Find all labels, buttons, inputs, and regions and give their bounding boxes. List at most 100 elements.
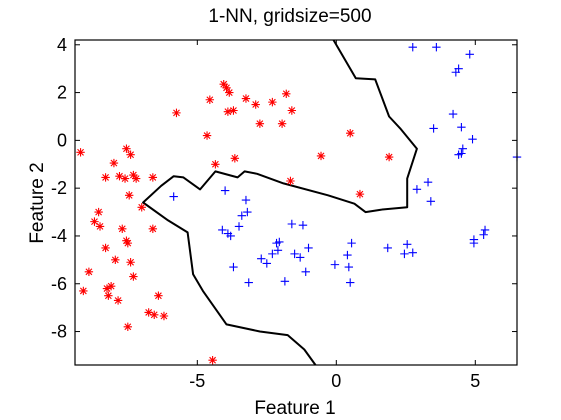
asterisk-marker [205,95,215,104]
asterisk-marker [144,308,153,317]
x-tick-label: 5 [470,371,480,391]
plus-marker [243,207,252,217]
asterisk-marker [251,100,260,109]
plot-background [75,40,517,365]
plus-marker [229,262,238,272]
asterisk-marker [104,291,113,300]
y-tick-label: -6 [51,274,67,294]
plus-marker [458,144,467,153]
asterisk-marker [123,322,133,331]
plus-series [169,42,522,287]
asterisk-marker [241,94,251,103]
plus-marker [412,185,422,194]
plus-marker [298,221,308,230]
plot-area [74,39,522,366]
asterisk-marker [129,272,138,281]
plus-marker [237,211,246,220]
asterisk-marker [384,152,394,162]
plus-marker [454,64,463,73]
x-axis: -5 0 5 [189,40,480,391]
asterisk-marker [277,119,287,128]
asterisk-marker [219,80,228,89]
y-tick-label: 4 [57,35,67,55]
plus-marker [290,249,299,259]
plus-marker [295,253,305,262]
asterisk-marker [129,170,138,180]
asterisk-marker [137,203,146,212]
y-axis-label: Feature 2 [27,162,48,243]
asterisk-series [76,80,394,365]
decision-boundary-layer [142,39,418,366]
asterisk-marker [211,160,220,169]
asterisk-marker [225,88,234,97]
asterisk-marker [316,151,326,161]
plus-marker [262,259,272,268]
asterisk-marker [126,258,135,267]
y-tick-label: 2 [57,83,67,103]
asterisk-marker [223,107,233,116]
decision-boundary-line [142,39,418,366]
plus-marker [275,237,284,247]
asterisk-marker [282,89,291,98]
plus-marker [408,248,417,257]
points-layer [76,42,522,365]
asterisk-marker [95,222,105,231]
asterisk-marker [229,106,238,115]
asterisk-marker [109,158,119,168]
plus-marker [480,225,490,235]
y-tick-label: 0 [57,130,67,150]
plus-marker [218,225,227,235]
chart-title: 1-NN, gridsize=500 [208,6,371,27]
asterisk-marker [113,296,123,305]
asterisk-marker [159,311,169,321]
plus-marker [457,123,466,132]
asterisk-marker [255,119,265,128]
asterisk-marker [126,150,135,159]
plus-marker [457,149,466,158]
plus-marker [408,42,417,52]
asterisk-marker [148,173,158,182]
asterisk-marker [208,356,217,365]
plus-marker [287,219,297,229]
asterisk-marker [79,286,88,296]
asterisk-marker [102,284,112,293]
y-tick-label: -2 [51,178,67,198]
asterisk-marker [118,224,127,233]
asterisk-marker [150,310,159,320]
asterisk-marker [90,217,99,226]
asterisk-marker [120,174,130,183]
plus-marker [280,277,290,286]
asterisk-marker [76,148,85,157]
plus-marker [343,250,352,260]
asterisk-marker [172,108,181,118]
plus-marker [402,240,412,249]
y-tick-label: -8 [51,322,67,342]
asterisk-marker [106,281,116,291]
plus-marker [234,222,244,231]
plus-marker [330,260,340,269]
plus-marker [268,249,277,259]
plus-marker [301,267,310,277]
plus-marker [169,192,178,201]
plus-marker [244,278,253,287]
asterisk-marker [111,255,120,265]
plus-marker [468,134,477,144]
asterisk-marker [125,191,134,200]
x-tick-label: 0 [331,371,341,391]
x-axis-label: Feature 1 [254,398,335,419]
plus-marker [257,254,266,263]
asterisk-marker [123,238,133,248]
asterisk-marker [148,224,158,233]
asterisk-marker [115,172,124,181]
plus-marker [273,246,283,255]
asterisk-marker [122,144,131,153]
plus-marker [400,249,409,259]
asterisk-marker [355,189,365,199]
plus-marker [347,238,356,248]
plus-marker [426,197,436,206]
plus-marker [432,42,441,52]
plus-marker [220,186,230,195]
plus-marker [429,124,438,133]
x-tick-label: -5 [189,371,205,391]
